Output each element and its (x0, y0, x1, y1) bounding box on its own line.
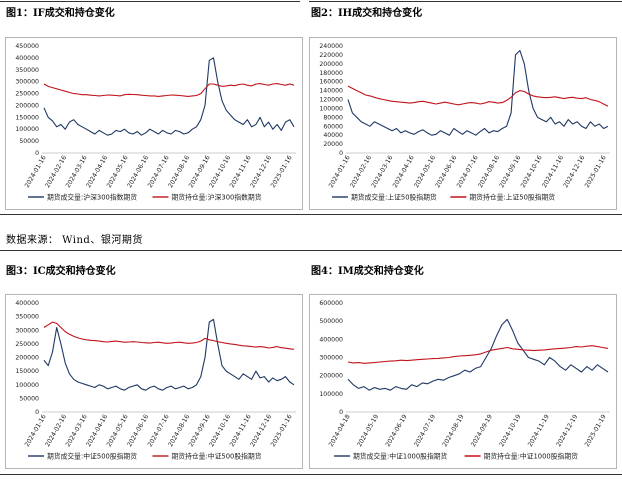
series-line-oi (43, 321, 295, 350)
source-note: 数据来源： Wind、银河期货 (6, 235, 143, 246)
series-line-oi (43, 83, 295, 97)
y-tick-label: 200000 (15, 102, 39, 109)
bottom-rule (0, 474, 622, 475)
mid-rule (0, 214, 622, 215)
y-tick-label: 250000 (15, 341, 39, 348)
y-tick-label: 500000 (319, 318, 343, 325)
x-tick-label: 2024-08-16 (477, 154, 501, 189)
y-tick-label: 80000 (323, 114, 343, 121)
y-tick-label: 600000 (319, 300, 343, 307)
x-tick-label: 2024-05-16 (413, 154, 437, 189)
y-tick-label: 180000 (319, 70, 343, 77)
y-tick-label: 300000 (319, 355, 343, 362)
x-tick-label: 2025-01-19 (584, 413, 608, 448)
chart-ih: 240000 220000 200000 180000 160000 140000 1200… (309, 37, 617, 210)
series-line-volume (347, 318, 609, 391)
y-tick-label: 150000 (15, 114, 39, 121)
y-tick-label: 120000 (319, 97, 343, 104)
y-tick-label: 200000 (319, 61, 343, 68)
series-line-oi (347, 345, 609, 364)
legend-label-volume: 期货成交量:中证1000股指期货 (353, 452, 448, 461)
x-tick-label: 2024-01-16 (328, 154, 352, 189)
chart-ic-svg: 400000 350000 300000 250000 200000 150000 1000… (15, 300, 296, 461)
y-tick-label: 220000 (319, 52, 343, 59)
x-tick-label: 2025-01-16 (270, 413, 294, 448)
y-tick-label: 100000 (319, 105, 343, 112)
series-line-volume (347, 49, 609, 136)
y-tick-label: 400000 (15, 300, 39, 307)
chart-im-svg: 6000005000004000003000002000001000000202… (319, 300, 610, 461)
x-tick-label: 2024-03-16 (370, 154, 394, 189)
y-tick-label: 350000 (15, 314, 39, 321)
chart-ih-svg: 2400002200002000001800001600001400001200… (319, 43, 610, 202)
x-tick-label: 2024-04-16 (392, 154, 416, 189)
y-tick-label: 100000 (15, 126, 39, 133)
x-tick-label: 2024-05-19 (356, 413, 380, 448)
x-tick-label: 2024-06-16 (434, 154, 458, 189)
y-tick-label: 100000 (15, 382, 39, 389)
legend-label-oi: 期货持仓量:上证50股指期货 (469, 193, 555, 202)
chart-if: 450000 400000 350000 300000 250000 200000 1500… (5, 37, 303, 210)
x-tick-label: 2024-07-19 (413, 413, 437, 448)
chart-title-im: 图4：IM成交和持仓变化 (311, 266, 424, 277)
top-rule-left (0, 1, 300, 2)
y-tick-label: 0 (339, 409, 343, 416)
chart-if-svg: 450000 400000 350000 300000 250000 200000 1500… (15, 43, 296, 202)
y-tick-label: 40000 (323, 132, 343, 139)
y-tick-label: 200000 (319, 373, 343, 380)
chart-ic: 400000 350000 300000 250000 200000 150000 1000… (5, 294, 303, 469)
y-tick-label: 300000 (15, 327, 39, 334)
y-tick-label: 20000 (323, 141, 343, 148)
chart-title-ic: 图3：IC成交和持仓变化 (6, 266, 116, 277)
x-tick-label: 2024-06-19 (385, 413, 409, 448)
y-tick-label: 50000 (19, 395, 39, 402)
x-tick-label: 2025-01-16 (270, 154, 294, 189)
x-tick-label: 2024-09-19 (470, 413, 494, 448)
y-tick-label: 140000 (319, 88, 343, 95)
x-tick-label: 2024-12-19 (555, 413, 579, 448)
y-tick-label: 450000 (15, 43, 39, 50)
legend-label-volume: 期货成交量:中证500股指期货 (47, 452, 137, 461)
legend-label-oi: 期货持仓量:沪深300指数期货 (172, 193, 262, 202)
y-tick-label: 400000 (15, 55, 39, 62)
x-tick-label: 2024-10-19 (498, 413, 522, 448)
x-tick-label: 2024-11-16 (541, 154, 565, 189)
x-tick-label: 2024-12-16 (562, 154, 586, 189)
x-tick-label: 2024-09-16 (498, 154, 522, 189)
y-tick-label: 250000 (15, 91, 39, 98)
series-line-volume (43, 318, 295, 391)
x-tick-label: 2025-01-16 (584, 154, 608, 189)
y-tick-label: 150000 (15, 368, 39, 375)
y-tick-label: 0 (35, 409, 39, 416)
y-tick-label: 160000 (319, 79, 343, 86)
top-rule-right (309, 1, 622, 2)
y-tick-label: 60000 (323, 123, 343, 130)
y-tick-label: 0 (35, 150, 39, 157)
series-line-volume (43, 57, 295, 136)
y-tick-label: 300000 (15, 79, 39, 86)
legend-label-oi: 期货持仓量:中证1000股指期货 (484, 452, 579, 461)
legend-label-volume: 期货成交量:沪深300指数期货 (47, 193, 137, 202)
x-tick-label: 2024-04-18 (328, 413, 352, 448)
chart-im: 600000 500000 400000 300000 200000 100000 0 202… (309, 294, 617, 469)
x-tick-label: 2024-08-19 (441, 413, 465, 448)
y-tick-label: 400000 (319, 336, 343, 343)
x-tick-label: 2024-07-16 (456, 154, 480, 189)
section-rule (0, 250, 622, 251)
series-line-oi (347, 85, 609, 107)
y-tick-label: 350000 (15, 67, 39, 74)
y-tick-label: 240000 (319, 43, 343, 50)
y-tick-label: 0 (339, 150, 343, 157)
legend-label-oi: 期货持仓量:中证500股指期货 (172, 452, 262, 461)
legend-label-volume: 期货成交量:上证50股指期货 (351, 193, 437, 202)
y-tick-label: 200000 (15, 355, 39, 362)
x-tick-label: 2024-10-16 (520, 154, 544, 189)
chart-title-ih: 图2：IH成交和持仓变化 (311, 8, 423, 19)
x-tick-label: 2024-11-19 (527, 413, 551, 448)
x-tick-label: 2024-02-16 (349, 154, 373, 189)
chart-title-if: 图1：IF成交和持仓变化 (6, 8, 115, 19)
y-tick-label: 50000 (19, 138, 39, 145)
y-tick-label: 100000 (319, 391, 343, 398)
